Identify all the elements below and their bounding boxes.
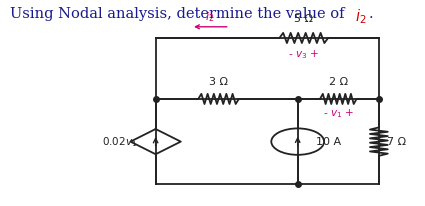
Text: 0.02$v_1$: 0.02$v_1$ [102, 135, 137, 149]
Text: - $v_3$ +: - $v_3$ + [288, 48, 319, 61]
Text: 2 Ω: 2 Ω [329, 77, 348, 87]
Text: 10 A: 10 A [316, 137, 341, 147]
Text: .: . [369, 7, 374, 21]
Text: 5 Ω: 5 Ω [294, 14, 313, 24]
Text: Using Nodal analysis, determine the value of: Using Nodal analysis, determine the valu… [9, 7, 348, 21]
Text: $i_2$: $i_2$ [355, 7, 367, 26]
Text: - $v_1$ +: - $v_1$ + [323, 107, 354, 120]
Text: $i_2$: $i_2$ [205, 10, 214, 24]
Text: 3 Ω: 3 Ω [209, 77, 228, 87]
Text: 7 Ω: 7 Ω [387, 137, 406, 147]
